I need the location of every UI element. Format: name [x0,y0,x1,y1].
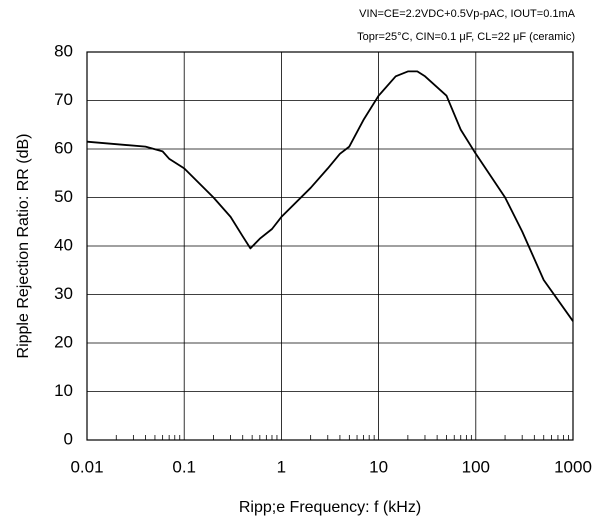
x-tick-label: 1000 [554,457,592,476]
annotation: Topr=25°C, CIN=0.1 μF, CL=22 μF (ceramic… [357,31,575,43]
y-axis-title: Ripple Rejection Ratio: RR (dB) [15,134,32,359]
y-tick-label: 30 [54,284,73,303]
y-tick-label: 80 [54,41,73,60]
y-tick-label: 50 [54,187,73,206]
x-tick-label: 0.1 [172,457,196,476]
y-tick-label: 20 [54,332,73,351]
y-tick-label: 60 [54,138,73,157]
x-tick-label: 10 [369,457,388,476]
y-tick-label: 10 [54,381,73,400]
y-tick-label: 40 [54,235,73,254]
x-tick-label: 100 [462,457,490,476]
data-line [86,70,574,322]
x-tick-label: 1 [277,457,286,476]
x-axis-title: Ripp;e Frequency: f (kHz) [239,499,421,516]
x-tick-label: 0.01 [70,457,103,476]
annotation: VIN=CE=2.2VDC+0.5Vp-pAC, IOUT=0.1mA [359,8,575,20]
y-tick-label: 70 [54,90,73,109]
y-tick-label: 0 [64,429,73,448]
